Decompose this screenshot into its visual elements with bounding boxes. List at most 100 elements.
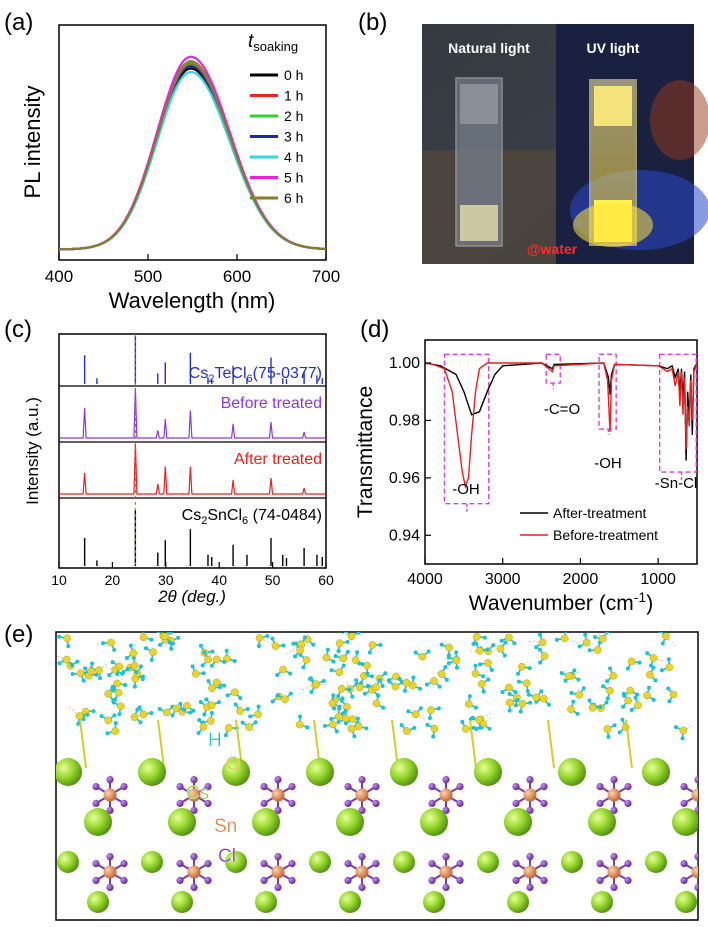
h-atom	[473, 663, 478, 668]
o-atom	[402, 678, 411, 687]
cs-atom	[57, 851, 79, 873]
o-atom	[329, 720, 337, 729]
h-atom	[482, 635, 487, 640]
legend-label: 0 h	[284, 67, 303, 83]
h-atom	[196, 730, 201, 735]
o-atom	[351, 656, 360, 664]
cl-atom	[428, 783, 436, 791]
o-atom	[183, 702, 191, 710]
o-atom	[254, 710, 262, 719]
h-atom	[406, 709, 411, 714]
cl-atom	[176, 860, 184, 868]
h-atom	[564, 632, 568, 633]
h-atom	[431, 734, 436, 739]
h-atom	[341, 663, 346, 668]
cl-atom	[694, 776, 698, 784]
o-atom	[539, 694, 548, 703]
cl-atom	[92, 876, 100, 885]
h-atom	[621, 691, 626, 696]
o-atom	[634, 701, 642, 710]
h-atom	[321, 678, 326, 683]
h-atom	[527, 666, 532, 671]
h-atom	[546, 702, 551, 707]
o-atom	[104, 716, 113, 725]
cl-atom	[92, 799, 100, 808]
cl-atom	[680, 799, 688, 808]
h-atom	[572, 668, 577, 673]
h-atom	[559, 670, 564, 675]
y-tick-label: 0.94	[389, 527, 420, 544]
h-atom	[571, 699, 576, 704]
h-atom	[617, 730, 622, 735]
o-atom	[236, 707, 244, 715]
cs-atom	[588, 808, 616, 836]
h-atom	[99, 714, 104, 719]
x-tick-label: 60	[318, 572, 334, 588]
cuvette-uv	[573, 79, 653, 247]
h-atom	[356, 632, 361, 635]
h-atom	[367, 650, 372, 655]
cl-atom	[274, 883, 282, 892]
o-atom	[575, 691, 584, 699]
o-atom	[391, 682, 400, 691]
atom-label-sn: Sn	[214, 816, 237, 837]
h-atom	[411, 675, 416, 680]
o-atom	[662, 632, 670, 641]
sn-atom	[187, 788, 201, 802]
cl-atom	[274, 806, 282, 815]
h-atom	[651, 697, 656, 702]
x-tick-label: 20	[105, 572, 121, 588]
h-atom	[204, 697, 209, 702]
o-atom	[496, 644, 505, 653]
h-atom	[381, 705, 386, 710]
annotation-box	[598, 353, 617, 430]
cl-atom	[260, 799, 268, 808]
cl-atom	[624, 876, 632, 885]
panel-d: (d) 4000 3000 2000 1000 0.94 0.96 0.98 1.00 -OH…	[354, 316, 698, 615]
cl-atom	[120, 799, 128, 808]
h-atom	[605, 696, 610, 701]
h-atom	[666, 686, 671, 691]
h-atom	[485, 647, 490, 652]
atom-label-h: H	[208, 730, 222, 751]
h-atom	[121, 670, 126, 675]
h-atom	[191, 708, 196, 713]
h-atom	[653, 678, 658, 683]
sn-atom	[607, 865, 621, 879]
annotation-box	[658, 353, 697, 473]
h-atom	[454, 650, 459, 655]
annotation-co: -C=O	[544, 401, 580, 418]
x-axis-label-d: Wavenumber (cm-1)	[469, 589, 653, 615]
h-atom	[581, 686, 586, 691]
h-atom	[128, 643, 133, 648]
cl-atom	[190, 853, 198, 861]
cl-atom	[358, 776, 366, 784]
hydrogen-bond	[68, 706, 80, 717]
panel-label-e: (e)	[4, 621, 33, 648]
h-atom	[270, 636, 275, 641]
h-atom	[265, 634, 270, 639]
cs-atom	[393, 851, 415, 873]
sn-cl-bond	[697, 872, 698, 874]
o-atom	[477, 680, 486, 688]
h-atom	[157, 642, 162, 647]
h-atom	[138, 720, 143, 725]
h-atom	[629, 708, 634, 713]
o-atom	[538, 638, 547, 647]
legend-label: 3 h	[284, 129, 303, 145]
cs-atom	[645, 851, 667, 873]
cl-atom	[456, 860, 464, 868]
cl-atom	[120, 860, 128, 868]
h-atom	[608, 666, 613, 671]
h-atom	[577, 644, 582, 649]
cl-atom	[372, 783, 380, 791]
natural-light-label: Natural light	[448, 40, 530, 56]
cl-atom	[526, 806, 534, 815]
o-atom	[111, 727, 120, 735]
o-atom	[162, 708, 171, 717]
annotation-boxes	[443, 353, 697, 513]
cs-atom	[423, 891, 445, 913]
h-atom	[587, 648, 592, 653]
o-atom	[363, 661, 371, 670]
